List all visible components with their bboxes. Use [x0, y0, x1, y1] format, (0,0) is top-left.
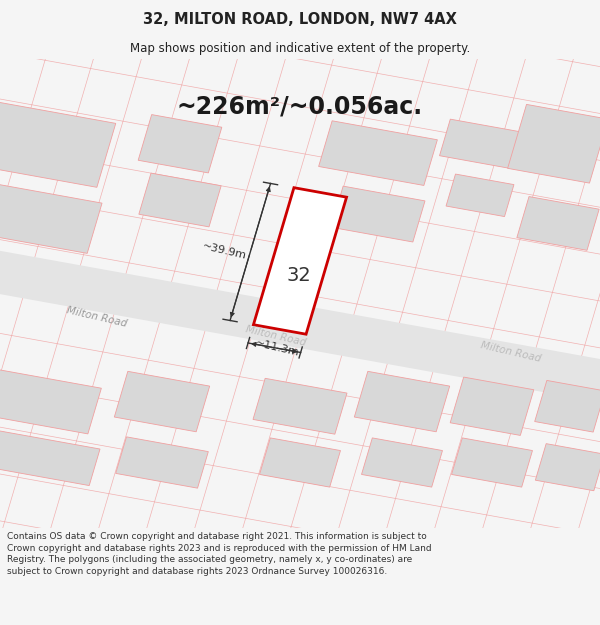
Polygon shape	[517, 196, 599, 251]
Polygon shape	[260, 438, 340, 487]
Text: Milton Road: Milton Road	[66, 306, 128, 329]
Polygon shape	[139, 173, 221, 227]
Polygon shape	[355, 371, 449, 432]
Text: 32, MILTON ROAD, LONDON, NW7 4AX: 32, MILTON ROAD, LONDON, NW7 4AX	[143, 12, 457, 27]
Polygon shape	[0, 222, 600, 431]
Text: ~226m²/~0.056ac.: ~226m²/~0.056ac.	[177, 94, 423, 118]
Polygon shape	[331, 186, 425, 242]
Polygon shape	[508, 104, 600, 183]
Polygon shape	[138, 114, 222, 173]
Polygon shape	[452, 438, 532, 487]
Polygon shape	[440, 119, 520, 168]
Polygon shape	[535, 381, 600, 432]
Polygon shape	[0, 184, 102, 253]
Text: ~39.9m: ~39.9m	[201, 241, 247, 261]
Text: ~11.3m: ~11.3m	[254, 339, 300, 358]
Polygon shape	[446, 174, 514, 217]
Polygon shape	[0, 369, 101, 434]
Polygon shape	[0, 100, 116, 188]
Polygon shape	[253, 378, 347, 434]
Text: Milton Road: Milton Road	[480, 341, 542, 364]
Text: Map shows position and indicative extent of the property.: Map shows position and indicative extent…	[130, 41, 470, 54]
Polygon shape	[450, 377, 534, 436]
Text: Milton Road: Milton Road	[245, 324, 307, 348]
Polygon shape	[535, 444, 600, 491]
Polygon shape	[362, 438, 442, 487]
Text: Contains OS data © Crown copyright and database right 2021. This information is : Contains OS data © Crown copyright and d…	[7, 532, 432, 576]
Polygon shape	[319, 121, 437, 186]
Polygon shape	[0, 430, 100, 486]
Polygon shape	[116, 437, 208, 488]
Polygon shape	[115, 371, 209, 432]
Text: 32: 32	[286, 266, 311, 284]
Polygon shape	[253, 188, 347, 334]
